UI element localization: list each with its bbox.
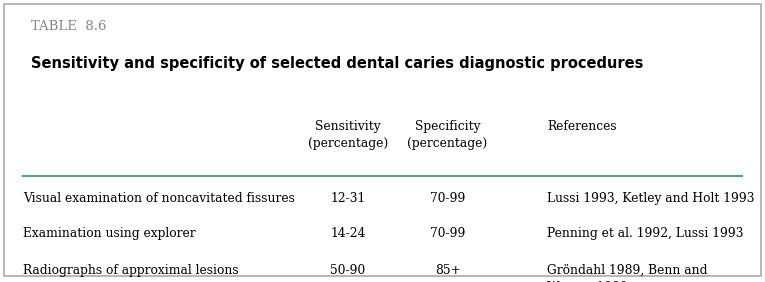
Text: 70-99: 70-99 [430, 227, 465, 240]
Text: Radiographs of approximal lesions: Radiographs of approximal lesions [23, 264, 239, 277]
Text: Sensitivity
(percentage): Sensitivity (percentage) [308, 120, 388, 150]
Text: References: References [547, 120, 617, 133]
Text: Gröndahl 1989, Benn and
Watson 1989: Gröndahl 1989, Benn and Watson 1989 [547, 264, 708, 282]
Text: 14-24: 14-24 [330, 227, 366, 240]
Text: Examination using explorer: Examination using explorer [23, 227, 196, 240]
Text: Sensitivity and specificity of selected dental caries diagnostic procedures: Sensitivity and specificity of selected … [31, 56, 643, 71]
Text: Specificity
(percentage): Specificity (percentage) [408, 120, 487, 150]
Text: Penning et al. 1992, Lussi 1993: Penning et al. 1992, Lussi 1993 [547, 227, 744, 240]
Text: Visual examination of noncavitated fissures: Visual examination of noncavitated fissu… [23, 192, 295, 205]
Text: TABLE  8.6: TABLE 8.6 [31, 20, 106, 33]
Text: 85+: 85+ [435, 264, 461, 277]
FancyBboxPatch shape [4, 4, 761, 276]
Text: 70-99: 70-99 [430, 192, 465, 205]
Text: 12-31: 12-31 [330, 192, 366, 205]
Text: 50-90: 50-90 [330, 264, 366, 277]
Text: Lussi 1993, Ketley and Holt 1993: Lussi 1993, Ketley and Holt 1993 [547, 192, 754, 205]
